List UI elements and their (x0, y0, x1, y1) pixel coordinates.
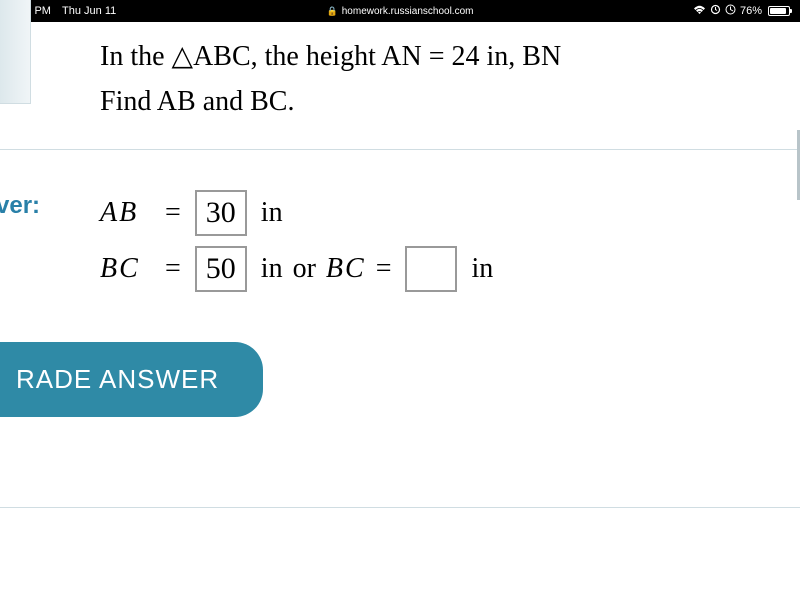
date-label: Thu Jun 11 (62, 5, 116, 17)
answer-section: ver: AB = 30 in BC = 50 in or BC = in RA… (0, 150, 800, 447)
var-ab: AB (100, 197, 155, 229)
answer-row-ab: AB = 30 in (100, 190, 800, 236)
problem-line-2: Find AB and BC. (100, 80, 800, 125)
bottom-divider (0, 507, 800, 508)
var-bc-2: BC (326, 253, 366, 285)
answer-lines: AB = 30 in BC = 50 in or BC = in (100, 190, 800, 292)
or-text: or (293, 253, 316, 285)
status-icons: 76% (693, 4, 790, 18)
input-bc-2[interactable] (405, 246, 457, 292)
unit-bc-2: in (471, 253, 493, 285)
equals-sign: = (165, 197, 181, 229)
problem-text: In the △ABC, the height AN = 24 in, BN F… (0, 22, 800, 149)
content-area: In the △ABC, the height AN = 24 in, BN F… (0, 22, 800, 508)
clock-icon (725, 4, 736, 18)
answer-label: ver: (0, 192, 40, 220)
input-ab[interactable]: 30 (195, 190, 247, 236)
equals-sign: = (165, 253, 181, 285)
var-bc: BC (100, 253, 155, 285)
problem-line-1: In the △ABC, the height AN = 24 in, BN (100, 34, 800, 80)
triangle-symbol: △ (172, 40, 194, 71)
status-bar: 6:42 PM Thu Jun 11 🔒 homework.russiansch… (0, 0, 800, 22)
grade-answer-button[interactable]: RADE ANSWER (0, 342, 263, 417)
battery-icon (768, 6, 790, 16)
input-bc-1[interactable]: 50 (195, 246, 247, 292)
unit-ab: in (261, 197, 283, 229)
url-text: homework.russianschool.com (342, 6, 474, 17)
wifi-icon (693, 5, 706, 18)
equals-sign: = (376, 253, 392, 285)
url-display: 🔒 homework.russianschool.com (327, 6, 474, 17)
lock-icon: 🔒 (327, 6, 338, 17)
battery-percent: 76% (740, 5, 762, 17)
unit-bc-1: in (261, 253, 283, 285)
answer-row-bc: BC = 50 in or BC = in (100, 246, 800, 292)
rotation-lock-icon (710, 4, 721, 18)
battery-fill (770, 8, 786, 14)
